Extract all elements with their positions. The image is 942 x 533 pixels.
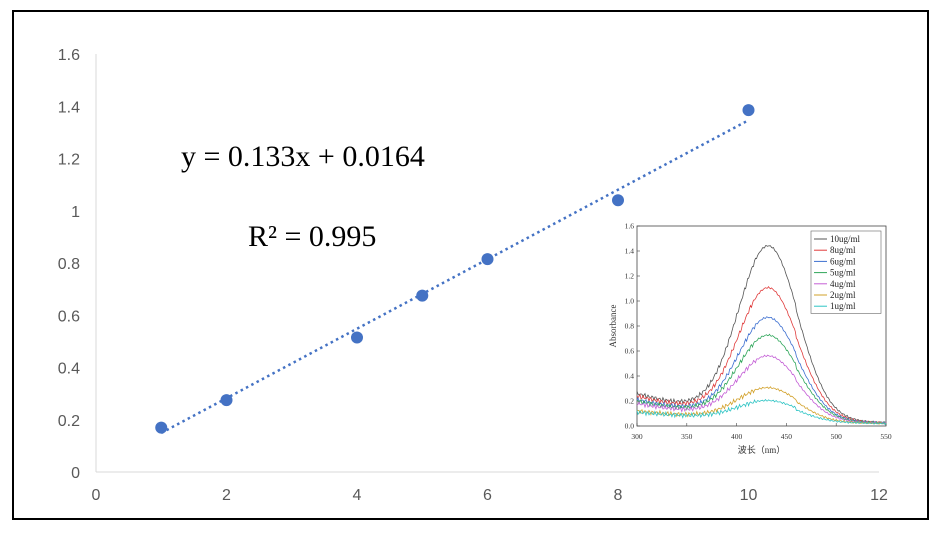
x-tick-label: 10 [740,487,758,504]
legend-label: 5ug/ml [830,268,856,278]
inset-y-tick-label: 0.2 [625,397,635,406]
inset-y-tick-label: 1.6 [625,222,635,231]
legend-label: 1ug/ml [830,301,856,311]
y-tick-label: 1.6 [58,47,80,64]
inset-x-tick-label: 400 [731,432,743,441]
trendline [160,119,750,435]
data-point [742,104,755,117]
inset-spectrum-chart: 0.0 0.2 0.4 0.6 0.8 1.0 1.2 1.4 1.6 300 350 400 450 5… [608,222,892,456]
spectrum-line [636,286,887,424]
inset-y-tick-label: 0.6 [625,347,635,356]
inset-y-tick-label: 0.8 [625,322,635,331]
spectrum-line [636,386,887,425]
spectrum-line [636,316,887,425]
inset-y-axis-label: Absorbance [608,305,618,348]
main-points [155,104,755,434]
y-tick-label: 0 [71,465,80,482]
legend-label: 8ug/ml [830,245,856,255]
inset-x-tick-label: 350 [681,432,693,441]
inset-y-tick-label: 0.0 [625,422,635,431]
inset-y-tick-label: 0.4 [625,372,635,381]
y-tick-label: 1.2 [58,152,80,169]
x-tick-label: 4 [353,487,362,504]
x-tick-label: 12 [870,487,888,504]
data-point [481,253,494,266]
y-tick-label: 1.4 [58,99,80,116]
data-point [155,421,168,434]
spectrum-line [636,354,887,425]
x-tick-label: 6 [483,487,492,504]
data-point [416,289,429,302]
spectrum-line [636,398,887,426]
legend-label: 10ug/ml [830,234,861,244]
y-tick-label: 0.4 [58,361,80,378]
y-tick-label: 0.2 [58,413,80,430]
equation-annotation: y = 0.133x + 0.0164 [181,140,425,173]
legend-label: 2ug/ml [830,290,856,300]
spectrum-line [636,245,887,424]
data-point [220,394,233,407]
inset-x-tick-label: 450 [781,432,793,441]
y-tick-label: 0.6 [58,308,80,325]
main-trendline [160,119,750,435]
inset-y-tick-label: 1.4 [625,247,635,256]
inset-x-tick-label: 550 [880,432,892,441]
data-point [351,331,363,344]
legend-label: 6ug/ml [830,256,856,266]
inset-y-tick-label: 1.0 [625,297,635,306]
x-tick-label: 0 [92,487,101,504]
x-tick-label: 2 [222,487,231,504]
y-tick-label: 1 [71,204,80,221]
inset-x-tick-label: 500 [831,432,843,441]
data-point [612,194,624,207]
inset-y-tick-label: 1.2 [625,272,635,281]
x-tick-label: 8 [614,487,623,504]
legend-label: 4ug/ml [830,279,856,289]
r-squared-annotation: R² = 0.995 [248,220,376,253]
inset-x-tick-label: 300 [631,432,643,441]
y-tick-label: 0.8 [58,256,80,273]
inset-x-axis-label: 波长（nm） [738,444,786,455]
spectrum-line [636,333,887,425]
main-axes: 0 0.2 0.4 0.6 0.8 1 1.2 1.4 1.6 0 2 4 6 8 10 12 [58,47,888,504]
